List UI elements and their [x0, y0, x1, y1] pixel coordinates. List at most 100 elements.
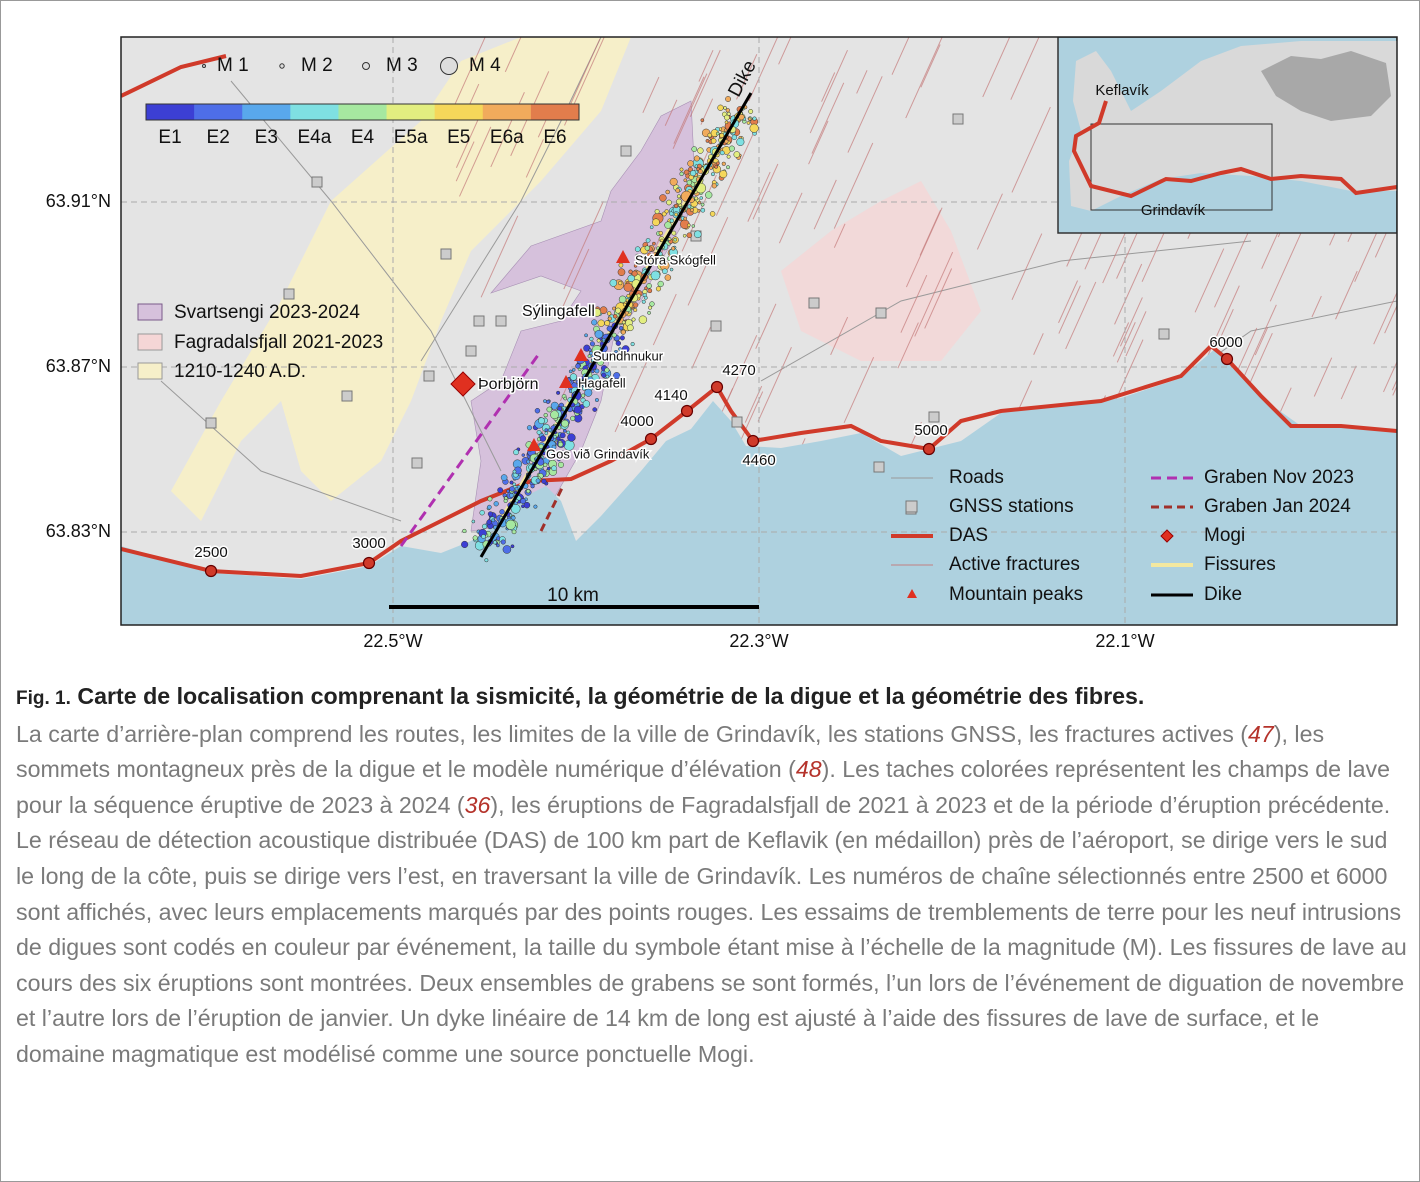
fracture: [1383, 360, 1397, 393]
earthquake: [618, 325, 624, 331]
fracture: [1254, 327, 1269, 356]
earthquake: [500, 539, 506, 545]
colorbar-label: E5: [447, 127, 470, 148]
fracture: [856, 70, 868, 94]
magnitude-label: M 4: [469, 55, 501, 76]
lat-label: 63.91°N: [46, 191, 111, 211]
fracture: [757, 346, 792, 422]
earthquake: [687, 204, 692, 209]
earthquake: [634, 246, 641, 252]
earthquake: [682, 234, 687, 238]
gnss-station: [341, 390, 353, 402]
earthquake: [669, 218, 674, 223]
earthquake: [496, 543, 500, 548]
lat-label: 63.87°N: [46, 356, 111, 376]
earthquake: [563, 396, 568, 401]
fracture: [847, 76, 883, 153]
earthquake: [461, 540, 469, 549]
das-cable: [121, 54, 227, 98]
colorbar-segment: [194, 104, 243, 120]
caption-title-line: Fig. 1. Carte de localisation comprenant…: [16, 679, 1408, 717]
gnss-station: [473, 315, 485, 327]
earthquake: [662, 260, 668, 266]
earthquake: [667, 237, 672, 241]
reference[interactable]: 47: [1248, 720, 1274, 747]
earthquake: [686, 179, 693, 186]
earthquake: [575, 363, 581, 369]
earthquake: [693, 155, 700, 162]
earthquake: [711, 183, 717, 189]
gnss-station: [620, 145, 632, 157]
earthquake: [543, 399, 547, 403]
reference[interactable]: 36: [464, 791, 491, 818]
legend-label: Graben Jan 2024: [1204, 496, 1351, 517]
earthquake: [674, 212, 678, 217]
fracture: [736, 54, 758, 100]
earthquake: [570, 415, 576, 421]
earthquake: [717, 104, 724, 111]
inset-iceland: [1261, 51, 1391, 121]
earthquake: [728, 145, 735, 152]
earthquake: [671, 230, 677, 236]
reference[interactable]: 48: [795, 756, 822, 783]
magnitude-label: M 3: [386, 55, 418, 76]
gnss-station: [423, 370, 435, 382]
earthquake: [709, 211, 716, 217]
channel-label: 4140: [654, 387, 687, 404]
peak: [559, 375, 573, 388]
earthquake: [705, 191, 713, 199]
earthquake: [748, 109, 754, 114]
earthquake: [679, 167, 684, 172]
earthquake: [550, 410, 559, 420]
earthquake: [716, 161, 720, 166]
earthquake: [686, 232, 693, 239]
earthquake: [746, 121, 751, 125]
earthquake: [664, 274, 672, 281]
das-channel-dot: [1220, 352, 1234, 366]
legend-swatch: [137, 303, 163, 321]
fracture: [905, 207, 943, 288]
fracture: [689, 49, 721, 118]
earthquake: [575, 379, 580, 384]
earthquake: [649, 225, 654, 230]
fracture: [900, 275, 928, 333]
earthquake: [630, 341, 635, 347]
earthquake: [533, 504, 538, 509]
earthquake: [594, 368, 600, 374]
earthquake: [726, 154, 731, 159]
fracture: [1033, 333, 1044, 355]
magnitude-symbol: [202, 64, 206, 68]
earthquake: [486, 519, 492, 525]
earthquake: [587, 376, 594, 383]
earthquake: [621, 320, 626, 325]
earthquake: [617, 268, 626, 277]
earthquake: [587, 354, 592, 358]
fracture: [752, 163, 779, 220]
colorbar-segment: [242, 104, 291, 120]
earthquake: [530, 484, 535, 489]
earthquake: [618, 347, 622, 351]
fracture: [1102, 227, 1128, 284]
earthquake: [581, 393, 586, 398]
legend-label: Fissures: [1204, 554, 1276, 575]
earthquake: [546, 406, 553, 413]
peak: [616, 250, 630, 263]
earthquake: [676, 194, 681, 199]
earthquake: [544, 428, 549, 432]
fracture: [525, 138, 544, 178]
lon-label: 22.1°W: [1095, 631, 1154, 651]
earthquake: [618, 280, 623, 286]
earthquake: [687, 160, 694, 167]
earthquake: [543, 413, 548, 418]
fracture: [1116, 322, 1136, 363]
earthquake: [561, 419, 569, 428]
legend-label: GNSS stations: [949, 496, 1074, 517]
earthquake: [526, 459, 531, 464]
gnss-station: [873, 461, 885, 473]
earthquake: [544, 431, 549, 436]
earthquake: [505, 519, 516, 530]
earthquake: [714, 165, 718, 169]
earthquake: [633, 302, 639, 308]
earthquake: [671, 246, 676, 251]
earthquake: [472, 535, 478, 541]
